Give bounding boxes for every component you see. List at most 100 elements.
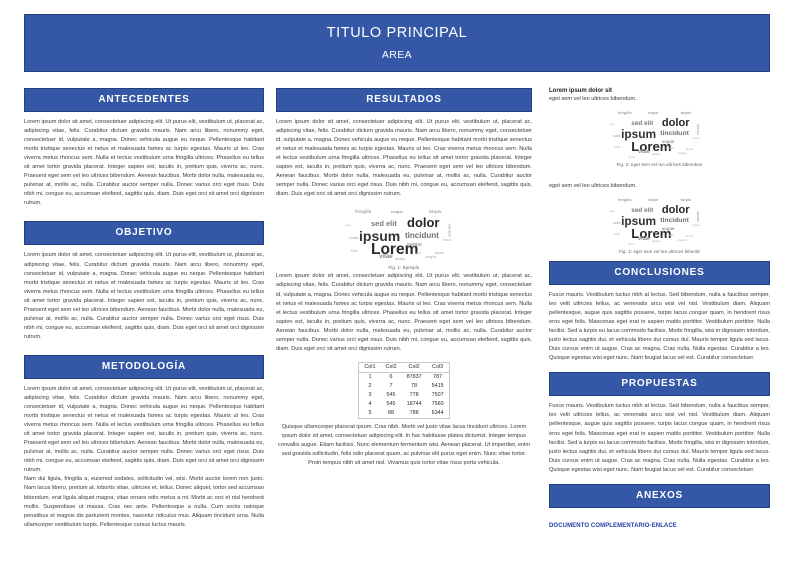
table-cell: 788	[409, 410, 419, 417]
resultados-paragraph-mid: Lorem ipsum dolor sit amet, consectetuer…	[276, 273, 532, 352]
wordcloud-word: ipsum	[359, 228, 401, 245]
wordcloud-word: eget	[668, 234, 674, 238]
wordcloud-word: lacus	[685, 234, 694, 239]
table-body: 1 6 87837 787 2 7 78 5415 3 545 778 7507 4 545 18744 75…	[359, 372, 449, 418]
wordcloud-image-2: Lorem ipsum dolor tincidunt sed elit vitae aug…	[607, 109, 712, 159]
spacer	[24, 346, 264, 355]
figure-2: Lorem ipsum dolor tincidunt sed elit vitae aug…	[549, 109, 770, 167]
wordcloud-word: sed elit	[631, 206, 654, 214]
wordcloud-word: mauris	[695, 123, 700, 135]
metodologia-paragraph-extra: Nam dui ligula, fringilla a, euismod sod…	[24, 476, 264, 528]
table-header-row: Col1 Col2 Col2 Col3	[358, 362, 450, 373]
wordcloud-word: augue	[661, 139, 675, 145]
wordcloud-word: sed elit	[371, 219, 397, 229]
wordcloud-word: sed elit	[631, 119, 654, 127]
wordcloud-word: felis	[614, 145, 621, 150]
wordcloud-word: fringilla	[617, 198, 632, 203]
table-column-header: Col2	[401, 362, 427, 373]
table-cell: 7560	[431, 401, 444, 408]
wordcloud-word: dolor	[661, 203, 690, 216]
column-middle: RESULTADOS Lorem ipsum dolor sit amet, c…	[276, 88, 532, 472]
figure-2-caption: Fig. 2: eget sem vel leo ultrices bibend…	[616, 162, 703, 167]
table-cell: 88	[388, 410, 395, 417]
section-header-anexos: ANEXOS	[549, 483, 770, 508]
poster-title-banner: TITULO PRINCIPAL AREA	[24, 14, 770, 72]
table-cell: 5	[368, 410, 372, 417]
wordcloud-word: mauris	[446, 223, 452, 237]
wordcloud-image-3: Lorem ipsum dolor tincidunt sed elit vitae aug…	[607, 196, 712, 246]
table-column-header: Col1	[358, 362, 381, 373]
poster-title: TITULO PRINCIPAL	[326, 24, 468, 41]
table-cell: 778	[409, 392, 419, 399]
wordcloud-word: fringilla	[355, 209, 372, 215]
table-cell: 18744	[406, 401, 422, 408]
table-cell: 4	[368, 401, 372, 408]
resultados-paragraph-top: Lorem ipsum dolor sit amet, consectetuer…	[276, 119, 532, 198]
anexos-link[interactable]: DOCUMENTO COMPLEMENTARIO-ENLACE	[549, 522, 677, 529]
wordcloud-word: fringilla	[617, 111, 632, 116]
table-cell: 6344	[431, 410, 444, 417]
column-left: ANTECEDENTES Lorem ipsum dolor sit amet,…	[24, 88, 264, 534]
section-header-metodologia: METODOLOGÍA	[24, 354, 264, 379]
table-row: 4 545 18744 7560	[359, 400, 449, 409]
figure-1: Lorem ipsum dolor tincidunt sed elit vitae aug…	[276, 206, 532, 270]
table-row: 3 545 778 7507	[359, 391, 449, 400]
table-cell: 1	[368, 374, 372, 381]
right-intro-sub: eget sem vel leo ultrices bibendum.	[549, 96, 637, 102]
wordcloud-word: augue	[407, 242, 422, 249]
wordcloud-word: dolor	[661, 116, 690, 129]
section-header-resultados: RESULTADOS	[276, 88, 532, 112]
wordcloud-word: neque	[648, 111, 659, 116]
table-row: 1 6 87837 787	[359, 372, 449, 382]
wordcloud-word: lacus	[685, 147, 694, 152]
section-header-propuestas: PROPUESTAS	[549, 372, 770, 397]
wordcloud-word: mauris	[695, 210, 700, 222]
poster-subtitle: AREA	[381, 49, 413, 62]
figure-1-caption: Fig. 1: Ejemplo	[388, 265, 420, 271]
wordcloud-word: vitae	[379, 254, 393, 261]
section-header-conclusiones: CONCLUSIONES	[549, 261, 770, 285]
table-cell: 7	[389, 383, 393, 390]
table-cell: 87837	[406, 374, 422, 381]
wordcloud-word: tincidunt	[660, 130, 689, 138]
wordcloud-word: nulla	[612, 133, 621, 138]
table-column-header: Col2	[380, 362, 402, 373]
wordcloud-word: ipsum	[621, 213, 657, 228]
wordcloud-word: vitae	[638, 148, 650, 155]
table-cell: 6	[389, 374, 393, 381]
table-cell: 545	[386, 392, 396, 399]
propuestas-paragraph: Fusce mauris. Vestibulum luctus nibh at …	[549, 403, 770, 473]
right-mid-line: eget sem vel leo ultrices bibendum.	[549, 183, 637, 189]
wordcloud-word: eget	[415, 251, 422, 256]
wordcloud-word: lacus	[435, 251, 444, 256]
wordcloud-word: purus	[627, 242, 635, 246]
wordcloud-word: felis	[351, 249, 359, 254]
section-header-objetivo: OBJETIVO	[24, 221, 264, 246]
wordcloud-word: nulla	[612, 220, 621, 225]
table-row: 5 88 788 6344	[359, 409, 449, 419]
table-cell: 78	[411, 383, 418, 390]
antecedentes-paragraph: Lorem ipsum dolor sit amet, consectetuer…	[24, 119, 264, 207]
results-table: Col1 Col2 Col2 Col3 1 6 87837 78 7 2 7 78 5415 3 545 7…	[358, 361, 450, 419]
table-row: 2 7 78 5415	[359, 382, 449, 391]
table-cell: 545	[386, 401, 396, 408]
wordcloud-image-1: Lorem ipsum dolor tincidunt sed elit vitae aug…	[343, 206, 465, 263]
table-cell: 2	[368, 383, 372, 390]
objetivo-paragraph: Lorem ipsum dolor sit amet, consectetuer…	[24, 252, 264, 340]
wordcloud-word: magna	[677, 237, 687, 242]
resultados-paragraph-bottom: Quisque ullamcorper placerat ipsum. Cras…	[277, 423, 531, 467]
wordcloud-word: risus	[692, 136, 700, 141]
wordcloud-word: Lorem	[631, 138, 672, 154]
table-cell: 7507	[431, 392, 444, 399]
section-header-antecedentes: ANTECEDENTES	[24, 88, 264, 112]
wordcloud-word: eget	[668, 147, 674, 151]
table-cell: 3	[368, 392, 372, 399]
wordcloud-word: tincidunt	[660, 217, 689, 225]
metodologia-paragraph: Lorem ipsum dolor sit amet, consectetuer…	[24, 385, 264, 474]
table-cell: 5415	[431, 383, 444, 390]
results-table-wrapper: Col1 Col2 Col2 Col3 1 6 87837 78 7 2 7 78 5415 3 545 7…	[276, 361, 532, 419]
wordcloud-word: tincidunt	[405, 231, 439, 241]
wordcloud-word: turpis	[680, 198, 692, 203]
wordcloud-word: turpis	[429, 209, 442, 215]
